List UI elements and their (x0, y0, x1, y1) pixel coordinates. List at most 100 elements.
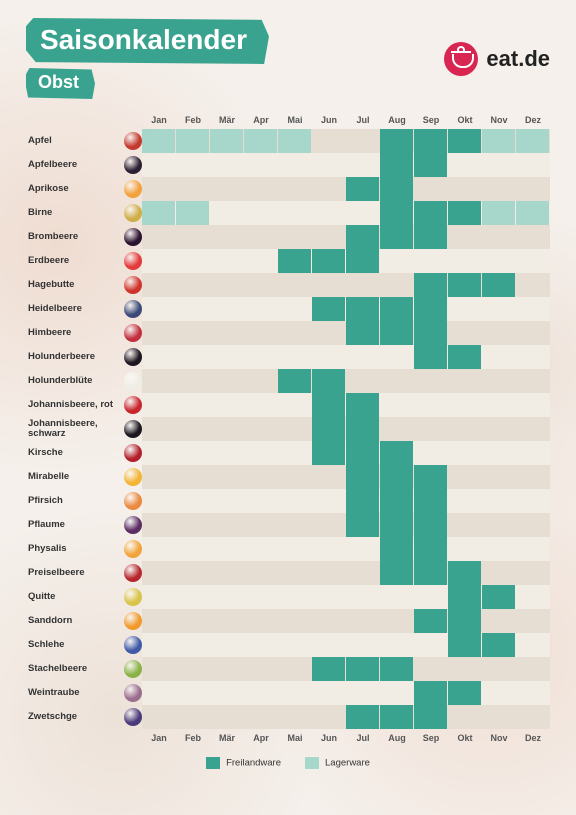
calendar-cell (414, 417, 448, 441)
calendar-cell (176, 681, 210, 705)
calendar-cell (380, 585, 414, 609)
calendar-cell (142, 465, 176, 489)
calendar-cell (210, 585, 244, 609)
calendar-cell (244, 561, 278, 585)
fruit-icon (124, 708, 142, 726)
calendar-cell (482, 393, 516, 417)
fruit-name: Brombeere (28, 232, 120, 242)
calendar-cell (414, 705, 448, 729)
calendar-cell (142, 153, 176, 177)
calendar-cell (210, 369, 244, 393)
calendar-cell (448, 321, 482, 345)
fruit-icon (124, 612, 142, 630)
month-label: Jun (312, 111, 346, 129)
calendar-cell (244, 129, 278, 153)
calendar-cell (142, 537, 176, 561)
calendar-cell (482, 273, 516, 297)
fruit-row: Johannisbeere, rot (26, 393, 550, 417)
fruit-name: Pflaume (28, 520, 120, 530)
calendar-cell (312, 609, 346, 633)
fruit-row: Preiselbeere (26, 561, 550, 585)
calendar-cell (448, 201, 482, 225)
calendar-cell (278, 465, 312, 489)
fruit-label-cell: Apfelbeere (26, 156, 142, 174)
calendar-cell (210, 177, 244, 201)
calendar-cell (346, 537, 380, 561)
calendar-cell (448, 345, 482, 369)
calendar-cell (346, 561, 380, 585)
calendar-cell (278, 657, 312, 681)
fruit-icon (124, 204, 142, 222)
calendar-cell (142, 393, 176, 417)
fruit-row: Pflaume (26, 513, 550, 537)
legend-label: Freilandware (226, 758, 281, 769)
calendar-cell (414, 177, 448, 201)
calendar-cell (346, 585, 380, 609)
fruit-icon (124, 300, 142, 318)
calendar-cell (482, 705, 516, 729)
calendar-cell (210, 297, 244, 321)
calendar-cell (516, 441, 550, 465)
fruit-icon (124, 132, 142, 150)
calendar-cell (380, 369, 414, 393)
calendar-cell (482, 345, 516, 369)
title-block: Saisonkalender Obst (26, 18, 269, 99)
calendar-cell (244, 537, 278, 561)
calendar-cell (482, 465, 516, 489)
calendar-cell (482, 513, 516, 537)
calendar-cell (482, 321, 516, 345)
calendar-cell (448, 297, 482, 321)
calendar-cell (346, 513, 380, 537)
calendar-cell (482, 417, 516, 441)
calendar-cell (346, 705, 380, 729)
calendar-cell (516, 225, 550, 249)
calendar-cell (142, 177, 176, 201)
calendar-cell (482, 153, 516, 177)
fruit-name: Mirabelle (28, 472, 120, 482)
fruit-icon (124, 252, 142, 270)
season-calendar: JanFebMärAprMaiJunJulAugSepOktNovDez Apf… (26, 111, 550, 747)
fruit-row: Erdbeere (26, 249, 550, 273)
calendar-cell (414, 657, 448, 681)
fruit-name: Schlehe (28, 640, 120, 650)
calendar-cell (482, 489, 516, 513)
calendar-cell (244, 633, 278, 657)
calendar-cell (414, 393, 448, 417)
calendar-cell (278, 201, 312, 225)
fruit-row: Himbeere (26, 321, 550, 345)
calendar-cell (244, 609, 278, 633)
calendar-cell (482, 225, 516, 249)
month-label: Mär (210, 111, 244, 129)
month-header-row: JanFebMärAprMaiJunJulAugSepOktNovDez (26, 111, 550, 129)
calendar-cell (414, 609, 448, 633)
calendar-cell (278, 177, 312, 201)
fruit-label-cell: Quitte (26, 588, 142, 606)
calendar-cell (142, 369, 176, 393)
month-label: Jun (312, 729, 346, 747)
fruit-row: Schlehe (26, 633, 550, 657)
legend: FreilandwareLagerware (26, 757, 550, 769)
calendar-cell (312, 249, 346, 273)
month-label: Feb (176, 111, 210, 129)
calendar-cell (210, 393, 244, 417)
calendar-cell (210, 321, 244, 345)
calendar-cell (278, 393, 312, 417)
calendar-cell (482, 585, 516, 609)
calendar-cell (244, 225, 278, 249)
calendar-cell (142, 681, 176, 705)
calendar-cell (142, 201, 176, 225)
calendar-cell (380, 321, 414, 345)
calendar-cell (312, 273, 346, 297)
calendar-cell (210, 657, 244, 681)
fruit-name: Erdbeere (28, 256, 120, 266)
fruit-label-cell: Mirabelle (26, 468, 142, 486)
fruit-name: Himbeere (28, 328, 120, 338)
fruit-icon (124, 636, 142, 654)
calendar-cell (312, 201, 346, 225)
calendar-cell (278, 369, 312, 393)
calendar-cell (380, 441, 414, 465)
calendar-cell (414, 225, 448, 249)
calendar-cell (312, 417, 346, 441)
calendar-cell (142, 129, 176, 153)
month-label: Mai (278, 111, 312, 129)
